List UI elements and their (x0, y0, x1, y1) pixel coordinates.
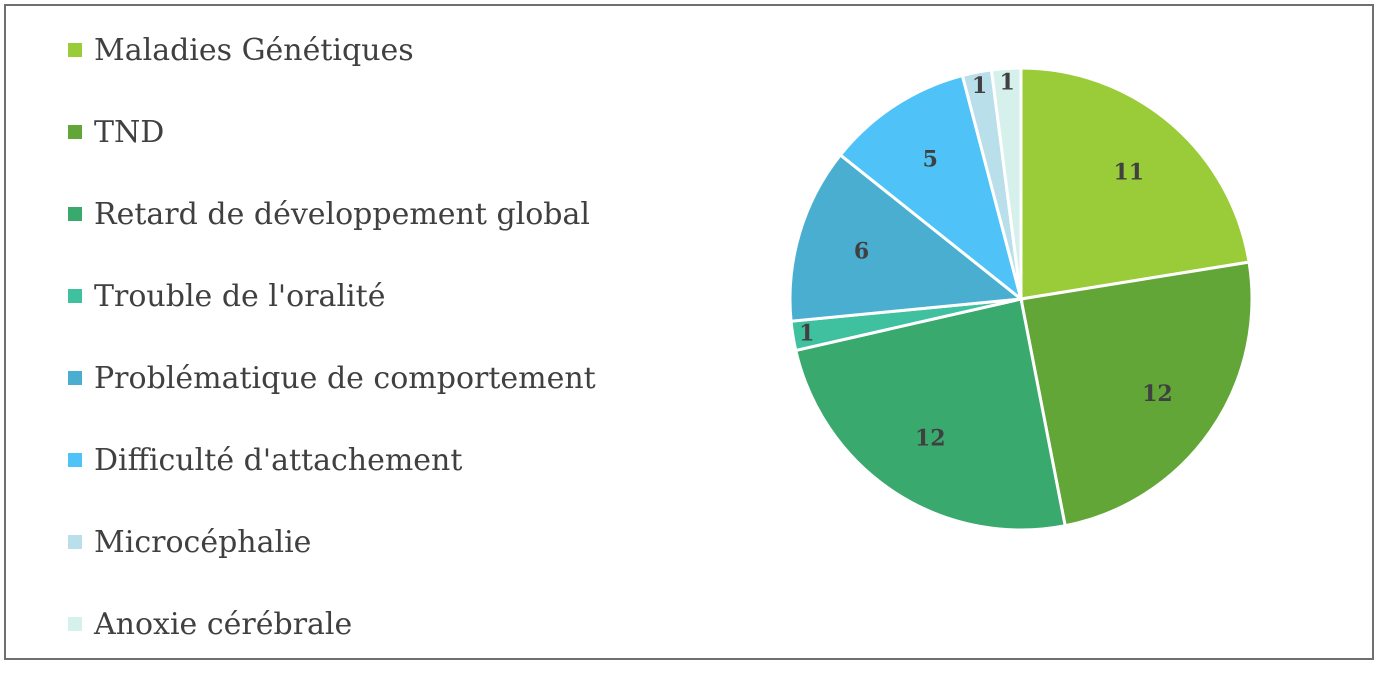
pie-slice-2 (1019, 260, 1254, 528)
pie-slice-3 (793, 297, 1067, 532)
legend-swatch (68, 289, 82, 303)
data-label-1: 11 (1114, 159, 1145, 185)
legend-item-trouble-oralite: Trouble de l'oralité (68, 276, 596, 316)
pie-slice-1 (1019, 66, 1251, 301)
legend-label: Difficulté d'attachement (94, 442, 463, 478)
legend-swatch (68, 371, 82, 385)
data-label-3: 12 (915, 425, 946, 451)
data-label-5: 6 (854, 239, 869, 265)
legend-swatch (68, 43, 82, 57)
legend-swatch (68, 535, 82, 549)
legend-label: Problématique de comportement (94, 360, 596, 396)
pie-slice-8 (989, 66, 1023, 300)
legend-item-difficulte-attachement: Difficulté d'attachement (68, 440, 596, 480)
pie-slice-5 (788, 152, 1025, 323)
legend-item-tnd: TND (68, 112, 596, 152)
legend-swatch (68, 453, 82, 467)
legend-swatch (68, 617, 82, 631)
legend-item-maladies-genetiques: Maladies Génétiques (68, 30, 596, 70)
legend: Maladies Génétiques TND Retard de dévelo… (68, 30, 596, 686)
legend-label: Maladies Génétiques (94, 32, 414, 68)
legend-label: TND (94, 114, 165, 150)
legend-item-retard-developpement: Retard de développement global (68, 194, 596, 234)
legend-swatch (68, 207, 82, 221)
data-label-6: 5 (923, 147, 938, 173)
data-label-8: 1 (999, 69, 1014, 95)
data-label-7: 1 (972, 73, 987, 99)
legend-item-problematique-comportement: Problématique de comportement (68, 358, 596, 398)
legend-label: Anoxie cérébrale (94, 606, 353, 642)
legend-item-microcephalie: Microcéphalie (68, 522, 596, 562)
legend-label: Trouble de l'oralité (94, 278, 386, 314)
legend-label: Retard de développement global (94, 196, 590, 232)
data-label-4: 1 (799, 321, 814, 347)
legend-label: Microcéphalie (94, 524, 312, 560)
legend-item-anoxie-cerebrale: Anoxie cérébrale (68, 604, 596, 644)
data-label-2: 12 (1142, 381, 1173, 407)
legend-swatch (68, 125, 82, 139)
